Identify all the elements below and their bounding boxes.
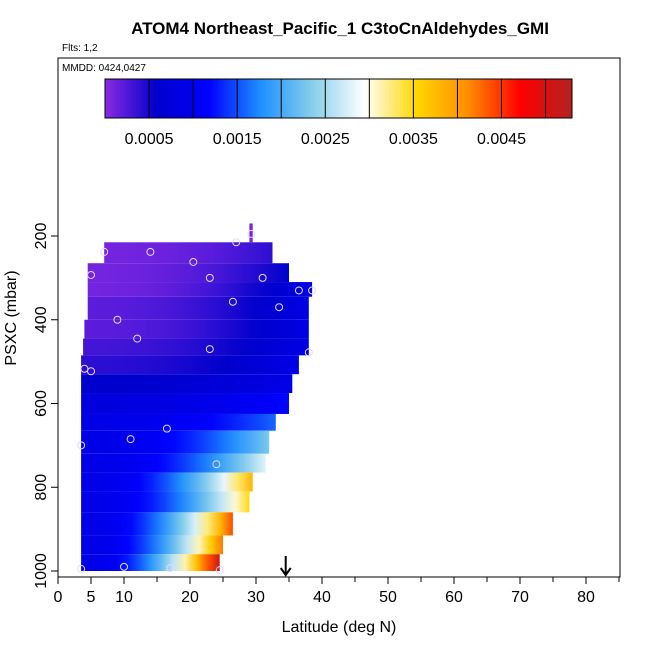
y-axis-label: PSXC (mbar) [3,270,20,365]
y-tick-label: 1000 [33,553,50,589]
observation-point [304,348,313,357]
observation-point [294,286,303,295]
heatmap-row [81,491,250,513]
colorbar-tick-label: 0.0025 [301,131,350,148]
x-tick-label: 70 [511,589,529,606]
plot-area: MMDD: 0424,0427 0.0005 0.0015 0.0025 0.0035… [57,57,621,578]
observation-point [215,566,224,575]
x-tick-label: 80 [577,589,595,606]
observation-point [146,247,155,256]
y-axis: 200 400 600 800 1000 [33,223,58,589]
observation-point [247,229,256,238]
heatmap-row [87,263,289,283]
x-tick-label: 20 [181,589,199,606]
observation-point [189,257,198,266]
heatmap-row [84,319,309,339]
y-tick-label: 200 [33,223,50,250]
heatmap-row [81,430,270,454]
observation-point [120,562,128,571]
heatmap-row [87,282,313,297]
colorbar-gradient [104,78,573,119]
x-tick-label: 30 [247,589,265,606]
observation-point [126,435,135,444]
observation-point [77,564,86,573]
heatmap-row [249,236,253,243]
x-axis: 0 5 10 20 30 40 50 60 70 80 [54,576,620,606]
colorbar-tick-label: 0.0015 [213,131,262,148]
heatmap-row [81,472,253,492]
heatmap-row [81,453,266,473]
heatmap-row [83,338,309,356]
flights-label: Flts: 1,2 [62,43,98,54]
heatmap-row [87,296,309,320]
observation-point [87,367,95,376]
heatmap-row [81,554,220,571]
dates-label: MMDD: 0424,0427 [62,63,146,74]
observation-points [77,229,317,575]
observation-point [166,564,175,573]
observation-point [133,334,142,343]
observation-point [232,238,241,247]
colorbar-tick-label: 0.0005 [125,131,174,148]
x-tick-label: 40 [313,589,331,606]
observation-point [77,441,86,450]
observation-point [212,460,221,469]
observation-point [258,273,267,282]
heatmap-row [81,374,293,394]
colorbar-tick-label: 0.0035 [389,131,438,148]
heatmap [81,223,313,571]
latitude-marker-arrow [279,556,292,577]
chart-title: ATOM4 Northeast_Pacific_1 C3toCnAldehyde… [131,19,549,38]
x-tick-label: 5 [87,589,96,606]
x-tick-label: 10 [115,589,133,606]
colorbar-tick-label: 0.0045 [477,131,526,148]
observation-point [308,286,317,295]
observation-point [205,273,214,282]
observation-point [100,247,109,256]
observation-point [87,270,95,279]
colorbar: 0.0005 0.0015 0.0025 0.0035 0.0045 [104,78,573,148]
heatmap-row [249,223,253,236]
x-tick-label: 60 [445,589,463,606]
observation-point [162,424,171,433]
heatmap-row [81,512,233,536]
heatmap-row [81,535,223,555]
observation-point [228,297,237,306]
heatmap-row [81,413,276,431]
observation-point [205,345,214,354]
heatmap-row [81,393,289,414]
y-tick-label: 600 [33,390,50,417]
observation-point [113,315,122,324]
x-tick-label: 0 [54,589,63,606]
heatmap-row [104,242,273,264]
x-axis-label: Latitude (deg N) [282,619,397,636]
heatmap-row [81,355,299,375]
y-tick-label: 400 [33,306,50,333]
x-tick-label: 50 [379,589,397,606]
marker-head [279,567,292,577]
y-tick-label: 800 [33,474,50,501]
observation-point [275,303,284,312]
